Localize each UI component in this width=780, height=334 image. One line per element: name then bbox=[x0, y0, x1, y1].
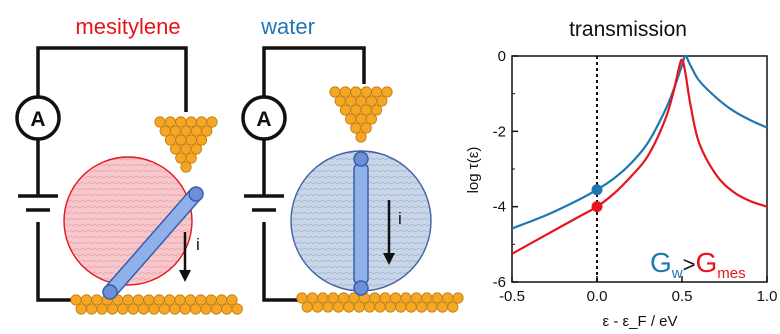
gold-atom bbox=[86, 303, 98, 315]
gold-atom bbox=[117, 303, 129, 315]
gold-electrode-bottom bbox=[296, 292, 464, 313]
y-axis-label: log τ(ε) bbox=[465, 147, 482, 194]
svg-text:i: i bbox=[196, 235, 200, 254]
gold-electrode-bottom bbox=[70, 294, 243, 315]
gold-atom bbox=[200, 303, 212, 315]
fermi-marker bbox=[591, 201, 603, 213]
gold-atom bbox=[384, 301, 396, 313]
battery-icon bbox=[18, 194, 58, 212]
water-label: water bbox=[260, 14, 315, 39]
gold-atom bbox=[185, 152, 197, 164]
gold-atom bbox=[395, 301, 407, 313]
gold-atom bbox=[190, 143, 202, 155]
svg-text:A: A bbox=[30, 108, 45, 131]
x-tick-label: 1.0 bbox=[757, 288, 778, 305]
gold-atom bbox=[405, 301, 417, 313]
gold-atom bbox=[226, 294, 238, 306]
y-tick-label: 0 bbox=[498, 48, 506, 65]
battery-icon bbox=[244, 194, 284, 212]
x-tick-label: 0.0 bbox=[587, 288, 608, 305]
gold-tip-top bbox=[154, 116, 218, 173]
gold-atom bbox=[201, 125, 213, 137]
gold-atom bbox=[360, 122, 372, 134]
circuit-wire-top bbox=[36, 46, 188, 112]
y-tick-label: -6 bbox=[493, 274, 506, 291]
gold-atom bbox=[221, 303, 233, 315]
solvent-sphere-mesitylene bbox=[63, 156, 193, 286]
conductance-annotation: Gw>Gmes bbox=[650, 247, 746, 282]
gold-atom bbox=[180, 161, 192, 173]
series-line-mesitylene bbox=[511, 58, 768, 255]
gold-atom bbox=[436, 301, 448, 313]
gold-atom bbox=[158, 303, 170, 315]
gold-atom bbox=[426, 301, 438, 313]
x-axis-label: ε - ε_F / eV bbox=[602, 313, 677, 330]
water-panel: water A i bbox=[241, 14, 464, 313]
gold-atom bbox=[322, 301, 334, 313]
svg-text:A: A bbox=[256, 108, 271, 131]
gold-atom bbox=[106, 303, 119, 315]
gold-atom bbox=[196, 134, 208, 146]
current-arrow-mesitylene: i bbox=[179, 232, 200, 282]
gold-atom bbox=[75, 303, 87, 315]
gold-atom bbox=[332, 301, 344, 313]
x-axis-label-text: ε - ε_F / eV bbox=[602, 313, 677, 330]
ammeter-icon: A bbox=[15, 95, 61, 141]
current-arrow-water: i bbox=[383, 200, 402, 265]
gold-atom bbox=[363, 301, 376, 313]
gold-atom bbox=[374, 301, 386, 313]
circuit-wire-bottom bbox=[36, 140, 80, 302]
gold-atom bbox=[190, 303, 202, 315]
gold-atom bbox=[96, 303, 108, 315]
molecule-rod-water bbox=[353, 151, 369, 296]
gold-atom bbox=[231, 303, 243, 315]
gold-atom bbox=[138, 303, 150, 315]
circuit-wire-top bbox=[262, 46, 366, 96]
gold-atom bbox=[447, 301, 459, 313]
gold-atom bbox=[127, 303, 139, 315]
series-line-water bbox=[511, 54, 768, 230]
mesitylene-panel: mesitylene A i bbox=[15, 14, 243, 315]
gold-atom bbox=[148, 303, 160, 315]
y-tick-label: -4 bbox=[493, 199, 506, 216]
transmission-chart: transmission -0.5 0.0 0.5 1.0 0 -2 -4 -6 log τ(… bbox=[465, 18, 777, 330]
chart-title: transmission bbox=[569, 18, 687, 41]
gold-atom bbox=[376, 95, 388, 107]
fermi-marker bbox=[591, 184, 603, 196]
gold-atom bbox=[381, 86, 393, 98]
gold-atom bbox=[179, 303, 191, 315]
mesitylene-label: mesitylene bbox=[75, 14, 180, 39]
gold-atom bbox=[301, 301, 313, 313]
x-tick-label: -0.5 bbox=[499, 288, 525, 305]
ammeter-icon: A bbox=[241, 95, 287, 141]
gold-atom bbox=[169, 303, 181, 315]
gold-atom bbox=[311, 301, 324, 313]
plot-frame bbox=[511, 55, 768, 283]
gold-atom bbox=[355, 131, 367, 143]
gold-atom bbox=[452, 292, 464, 304]
gold-atom bbox=[415, 301, 428, 313]
y-tick-label: -2 bbox=[493, 123, 506, 140]
gold-atom bbox=[210, 303, 222, 315]
gold-atom bbox=[370, 104, 383, 116]
gold-atom bbox=[206, 116, 218, 128]
x-tick-label: 0.5 bbox=[672, 288, 693, 305]
axis-ticks: -0.5 0.0 0.5 1.0 0 -2 -4 -6 bbox=[493, 48, 778, 305]
gold-atom bbox=[353, 301, 365, 313]
circuit-wire-bottom bbox=[262, 140, 300, 302]
molecule-rod-mesitylene bbox=[102, 186, 204, 300]
gold-atom bbox=[365, 113, 377, 125]
gold-tip-top bbox=[329, 86, 393, 143]
fermi-markers bbox=[591, 184, 603, 213]
gold-atom bbox=[343, 301, 355, 313]
svg-text:i: i bbox=[398, 209, 402, 228]
